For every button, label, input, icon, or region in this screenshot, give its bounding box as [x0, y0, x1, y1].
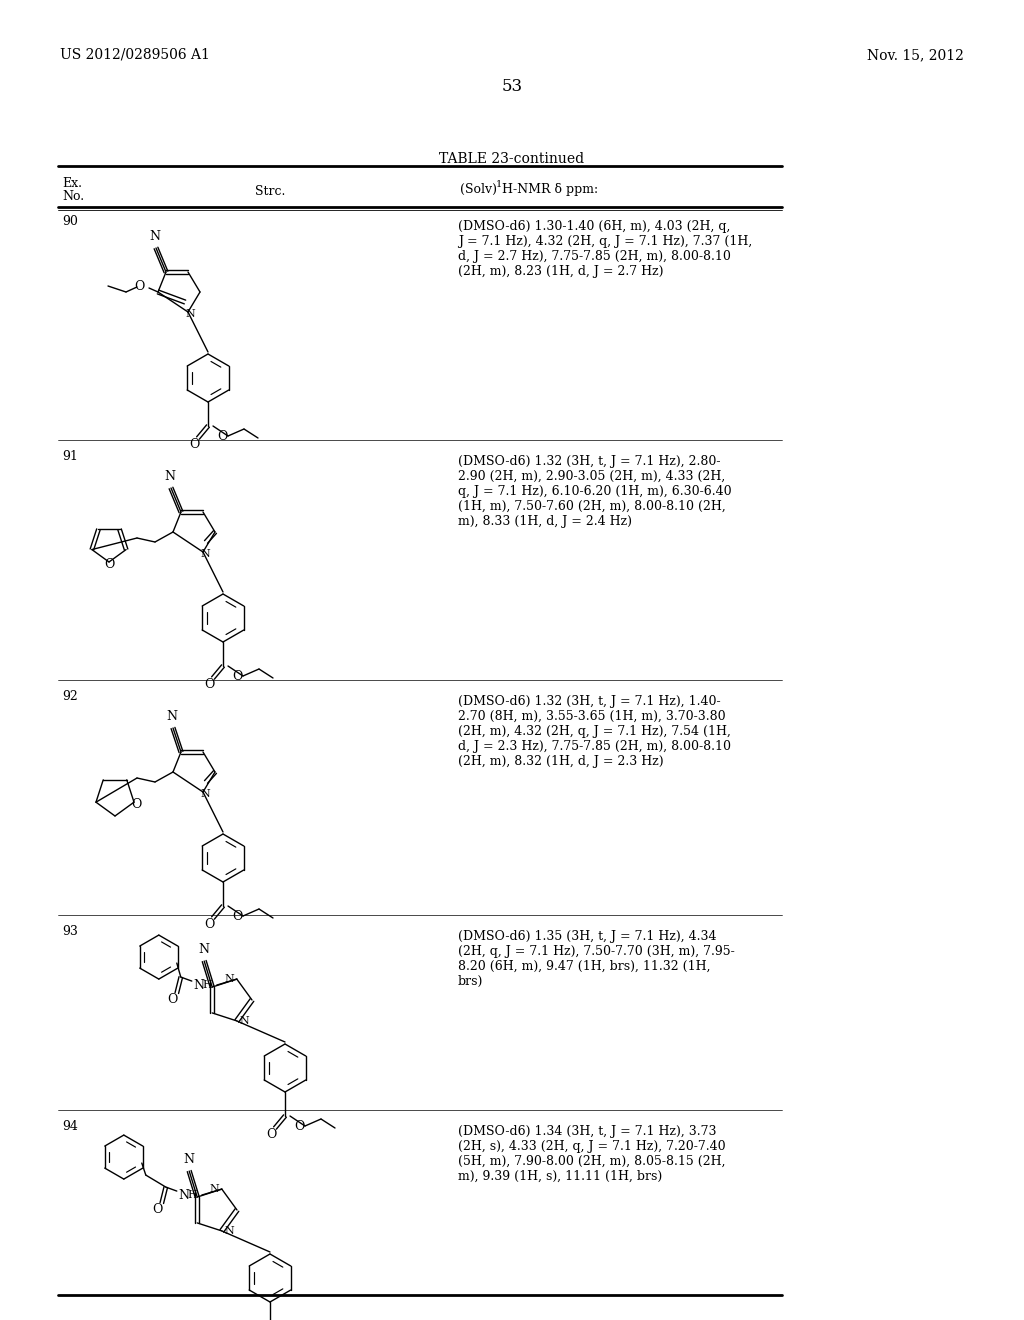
Text: US 2012/0289506 A1: US 2012/0289506 A1 — [60, 48, 210, 62]
Text: N: N — [240, 1016, 250, 1026]
Text: H: H — [202, 979, 212, 990]
Text: (DMSO-d6) 1.34 (3H, t, J = 7.1 Hz), 3.73
(2H, s), 4.33 (2H, q, J = 7.1 Hz), 7.20: (DMSO-d6) 1.34 (3H, t, J = 7.1 Hz), 3.73… — [458, 1125, 726, 1183]
Text: N: N — [185, 309, 195, 319]
Text: 91: 91 — [62, 450, 78, 463]
Text: N: N — [167, 710, 177, 722]
Text: N: N — [183, 1152, 195, 1166]
Text: 90: 90 — [62, 215, 78, 228]
Text: O: O — [204, 677, 214, 690]
Text: N: N — [209, 1184, 219, 1195]
Text: O: O — [231, 909, 243, 923]
Text: (DMSO-d6) 1.32 (3H, t, J = 7.1 Hz), 2.80-
2.90 (2H, m), 2.90-3.05 (2H, m), 4.33 : (DMSO-d6) 1.32 (3H, t, J = 7.1 Hz), 2.80… — [458, 455, 731, 528]
Text: N: N — [224, 974, 233, 985]
Text: TABLE 23-continued: TABLE 23-continued — [439, 152, 585, 166]
Text: O: O — [266, 1127, 276, 1140]
Text: N: N — [200, 549, 210, 558]
Text: N: N — [194, 978, 205, 991]
Text: 53: 53 — [502, 78, 522, 95]
Text: N: N — [199, 942, 210, 956]
Text: Nov. 15, 2012: Nov. 15, 2012 — [867, 48, 964, 62]
Text: N: N — [178, 1188, 189, 1201]
Text: O: O — [153, 1203, 163, 1216]
Text: 94: 94 — [62, 1119, 78, 1133]
Text: 1: 1 — [496, 180, 502, 189]
Text: O: O — [134, 280, 144, 293]
Text: O: O — [131, 797, 141, 810]
Text: N: N — [165, 470, 175, 483]
Text: (DMSO-d6) 1.30-1.40 (6H, m), 4.03 (2H, q,
J = 7.1 Hz), 4.32 (2H, q, J = 7.1 Hz),: (DMSO-d6) 1.30-1.40 (6H, m), 4.03 (2H, q… — [458, 220, 753, 279]
Text: O: O — [231, 669, 243, 682]
Text: Ex.: Ex. — [62, 177, 82, 190]
Text: H-NMR δ ppm:: H-NMR δ ppm: — [502, 183, 598, 195]
Text: O: O — [168, 993, 178, 1006]
Text: No.: No. — [62, 190, 84, 203]
Text: 93: 93 — [62, 925, 78, 939]
Text: N: N — [225, 1226, 234, 1236]
Text: N: N — [150, 230, 161, 243]
Text: O: O — [217, 429, 227, 442]
Text: O: O — [103, 557, 115, 570]
Text: O: O — [204, 917, 214, 931]
Text: (Solv): (Solv) — [460, 183, 501, 195]
Text: Strc.: Strc. — [255, 185, 286, 198]
Text: H: H — [187, 1191, 197, 1200]
Text: N: N — [200, 789, 210, 799]
Text: O: O — [294, 1119, 304, 1133]
Text: (DMSO-d6) 1.35 (3H, t, J = 7.1 Hz), 4.34
(2H, q, J = 7.1 Hz), 7.50-7.70 (3H, m),: (DMSO-d6) 1.35 (3H, t, J = 7.1 Hz), 4.34… — [458, 931, 735, 987]
Text: (DMSO-d6) 1.32 (3H, t, J = 7.1 Hz), 1.40-
2.70 (8H, m), 3.55-3.65 (1H, m), 3.70-: (DMSO-d6) 1.32 (3H, t, J = 7.1 Hz), 1.40… — [458, 696, 731, 768]
Text: O: O — [188, 437, 200, 450]
Text: 92: 92 — [62, 690, 78, 704]
